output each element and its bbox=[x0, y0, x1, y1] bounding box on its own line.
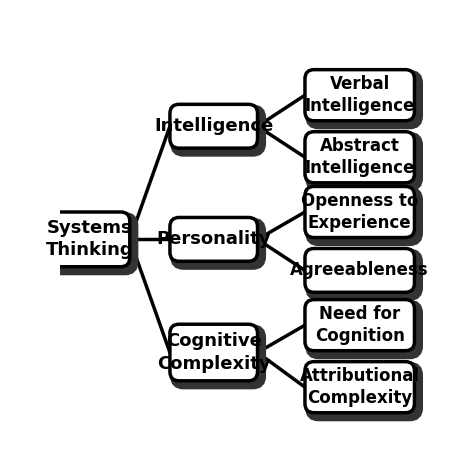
FancyBboxPatch shape bbox=[174, 222, 262, 265]
Text: Openness to
Experience: Openness to Experience bbox=[301, 192, 419, 232]
FancyBboxPatch shape bbox=[305, 186, 414, 237]
Text: Personality: Personality bbox=[156, 230, 271, 248]
FancyBboxPatch shape bbox=[170, 104, 257, 148]
Text: Systems
Thinking: Systems Thinking bbox=[46, 219, 134, 259]
Text: Intelligence: Intelligence bbox=[154, 117, 273, 135]
Text: Abstract
Intelligence: Abstract Intelligence bbox=[304, 137, 415, 177]
FancyBboxPatch shape bbox=[170, 324, 257, 381]
Text: Verbal
Intelligence: Verbal Intelligence bbox=[304, 75, 415, 115]
FancyBboxPatch shape bbox=[305, 132, 414, 183]
FancyBboxPatch shape bbox=[305, 248, 414, 292]
FancyBboxPatch shape bbox=[54, 216, 134, 271]
Text: Attributional
Complexity: Attributional Complexity bbox=[300, 367, 419, 407]
Text: Cognitive
Complexity: Cognitive Complexity bbox=[157, 332, 271, 373]
FancyBboxPatch shape bbox=[49, 212, 130, 267]
FancyBboxPatch shape bbox=[170, 218, 257, 261]
FancyBboxPatch shape bbox=[310, 304, 419, 355]
FancyBboxPatch shape bbox=[305, 362, 414, 413]
FancyBboxPatch shape bbox=[310, 136, 419, 187]
FancyBboxPatch shape bbox=[310, 366, 419, 417]
FancyBboxPatch shape bbox=[174, 328, 262, 385]
Text: Need for
Cognition: Need for Cognition bbox=[315, 305, 405, 345]
FancyBboxPatch shape bbox=[174, 109, 262, 153]
FancyBboxPatch shape bbox=[310, 191, 419, 242]
FancyBboxPatch shape bbox=[305, 70, 414, 121]
FancyBboxPatch shape bbox=[305, 300, 414, 351]
Text: Agreeableness: Agreeableness bbox=[291, 261, 429, 279]
FancyBboxPatch shape bbox=[310, 74, 419, 125]
FancyBboxPatch shape bbox=[310, 253, 419, 297]
